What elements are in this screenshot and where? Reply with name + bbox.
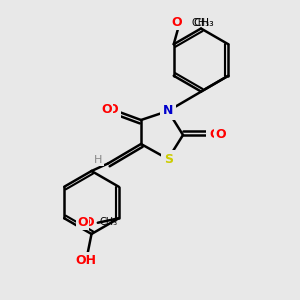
Text: CH₃: CH₃ [99, 217, 117, 227]
Text: O: O [209, 128, 220, 142]
Text: O: O [80, 218, 89, 228]
Text: O: O [171, 16, 182, 28]
Text: CH₃: CH₃ [193, 18, 214, 28]
Text: S: S [165, 154, 174, 167]
Text: O: O [171, 16, 182, 28]
Text: O: O [84, 216, 94, 229]
Text: O: O [101, 103, 112, 116]
Text: S: S [164, 152, 172, 166]
Text: OH: OH [75, 254, 96, 267]
Text: O: O [101, 103, 112, 116]
Text: N: N [163, 104, 173, 118]
Text: OH: OH [74, 253, 94, 266]
Text: O: O [215, 128, 226, 142]
Text: H: H [94, 155, 103, 165]
Text: O: O [107, 103, 118, 116]
Text: S: S [164, 153, 173, 166]
Text: N: N [163, 104, 173, 118]
Text: N: N [163, 104, 173, 118]
Text: CH₃: CH₃ [192, 18, 210, 28]
Text: O: O [77, 216, 88, 229]
Text: O: O [79, 216, 90, 229]
Text: O: O [215, 128, 226, 142]
Text: H: H [93, 155, 102, 166]
